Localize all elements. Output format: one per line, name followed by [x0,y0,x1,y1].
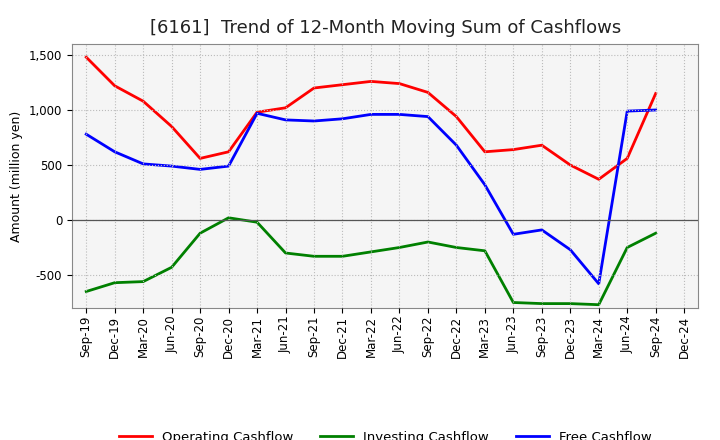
Free Cashflow [282,117,290,122]
Free Cashflow [338,116,347,121]
Investing Cashflow [595,302,603,307]
Free Cashflow [110,149,119,154]
Operating Cashflow [310,85,318,91]
Y-axis label: Amount (million yen): Amount (million yen) [10,110,23,242]
Operating Cashflow [167,124,176,129]
Operating Cashflow [509,147,518,152]
Free Cashflow [652,107,660,113]
Operating Cashflow [423,90,432,95]
Investing Cashflow [566,301,575,306]
Investing Cashflow [338,253,347,259]
Operating Cashflow [82,55,91,60]
Investing Cashflow [310,253,318,259]
Investing Cashflow [282,250,290,256]
Operating Cashflow [623,156,631,161]
Free Cashflow [366,112,375,117]
Line: Investing Cashflow: Investing Cashflow [86,218,656,304]
Free Cashflow [452,143,461,148]
Investing Cashflow [537,301,546,306]
Free Cashflow [623,108,631,114]
Investing Cashflow [110,280,119,286]
Operating Cashflow [139,99,148,104]
Free Cashflow [595,281,603,286]
Investing Cashflow [225,215,233,220]
Investing Cashflow [623,245,631,250]
Free Cashflow [196,167,204,172]
Operating Cashflow [338,82,347,87]
Line: Free Cashflow: Free Cashflow [86,110,656,284]
Operating Cashflow [395,81,404,86]
Investing Cashflow [480,248,489,253]
Free Cashflow [566,247,575,253]
Free Cashflow [423,114,432,119]
Operating Cashflow [225,149,233,154]
Free Cashflow [537,227,546,232]
Investing Cashflow [366,249,375,254]
Legend: Operating Cashflow, Investing Cashflow, Free Cashflow: Operating Cashflow, Investing Cashflow, … [113,425,657,440]
Free Cashflow [82,132,91,137]
Free Cashflow [310,118,318,124]
Investing Cashflow [652,231,660,236]
Line: Operating Cashflow: Operating Cashflow [86,57,656,180]
Free Cashflow [167,163,176,169]
Investing Cashflow [253,220,261,225]
Operating Cashflow [595,176,603,182]
Operating Cashflow [566,162,575,168]
Investing Cashflow [139,279,148,284]
Free Cashflow [253,110,261,116]
Operating Cashflow [253,110,261,115]
Investing Cashflow [509,300,518,305]
Free Cashflow [139,161,148,166]
Operating Cashflow [452,114,461,119]
Operating Cashflow [480,149,489,154]
Operating Cashflow [652,91,660,96]
Investing Cashflow [423,239,432,245]
Investing Cashflow [395,245,404,250]
Free Cashflow [509,231,518,237]
Free Cashflow [480,182,489,187]
Title: [6161]  Trend of 12-Month Moving Sum of Cashflows: [6161] Trend of 12-Month Moving Sum of C… [150,19,621,37]
Free Cashflow [225,163,233,169]
Operating Cashflow [366,79,375,84]
Operating Cashflow [537,143,546,148]
Investing Cashflow [452,245,461,250]
Investing Cashflow [167,264,176,270]
Investing Cashflow [82,289,91,294]
Operating Cashflow [196,156,204,161]
Operating Cashflow [282,105,290,110]
Operating Cashflow [110,83,119,88]
Investing Cashflow [196,231,204,236]
Free Cashflow [395,112,404,117]
